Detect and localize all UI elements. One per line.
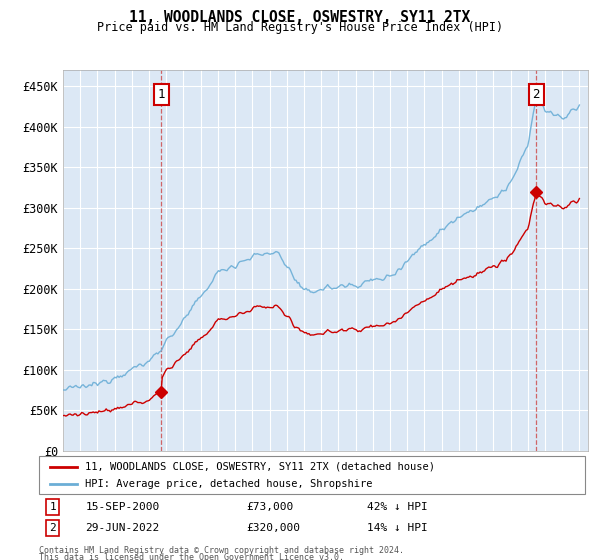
Text: 2: 2 — [532, 88, 540, 101]
Text: This data is licensed under the Open Government Licence v3.0.: This data is licensed under the Open Gov… — [39, 553, 344, 560]
Text: 14% ↓ HPI: 14% ↓ HPI — [367, 523, 427, 533]
Text: 1: 1 — [49, 502, 56, 512]
Text: 15-SEP-2000: 15-SEP-2000 — [85, 502, 160, 512]
Text: 11, WOODLANDS CLOSE, OSWESTRY, SY11 2TX: 11, WOODLANDS CLOSE, OSWESTRY, SY11 2TX — [130, 10, 470, 25]
Text: 42% ↓ HPI: 42% ↓ HPI — [367, 502, 427, 512]
Text: 1: 1 — [158, 88, 165, 101]
Text: Price paid vs. HM Land Registry's House Price Index (HPI): Price paid vs. HM Land Registry's House … — [97, 21, 503, 34]
Text: Contains HM Land Registry data © Crown copyright and database right 2024.: Contains HM Land Registry data © Crown c… — [39, 546, 404, 555]
Text: 11, WOODLANDS CLOSE, OSWESTRY, SY11 2TX (detached house): 11, WOODLANDS CLOSE, OSWESTRY, SY11 2TX … — [85, 461, 436, 472]
Text: 2: 2 — [49, 523, 56, 533]
Text: 29-JUN-2022: 29-JUN-2022 — [85, 523, 160, 533]
Text: £73,000: £73,000 — [247, 502, 294, 512]
Text: HPI: Average price, detached house, Shropshire: HPI: Average price, detached house, Shro… — [85, 479, 373, 489]
FancyBboxPatch shape — [39, 456, 585, 494]
Text: £320,000: £320,000 — [247, 523, 301, 533]
